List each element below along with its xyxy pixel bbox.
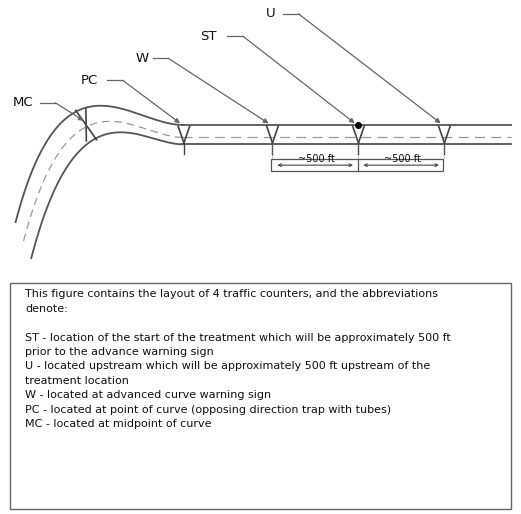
Text: U: U (266, 7, 275, 21)
Text: ~500 ft: ~500 ft (384, 154, 421, 164)
Text: ST: ST (201, 30, 217, 43)
Text: ~500 ft: ~500 ft (298, 154, 335, 164)
Bar (271, 159, 443, 171)
Text: PC: PC (81, 74, 98, 87)
Text: W: W (135, 52, 148, 65)
Text: This figure contains the layout of 4 traffic counters, and the abbreviations
den: This figure contains the layout of 4 tra… (26, 289, 451, 429)
Text: MC: MC (13, 96, 34, 109)
